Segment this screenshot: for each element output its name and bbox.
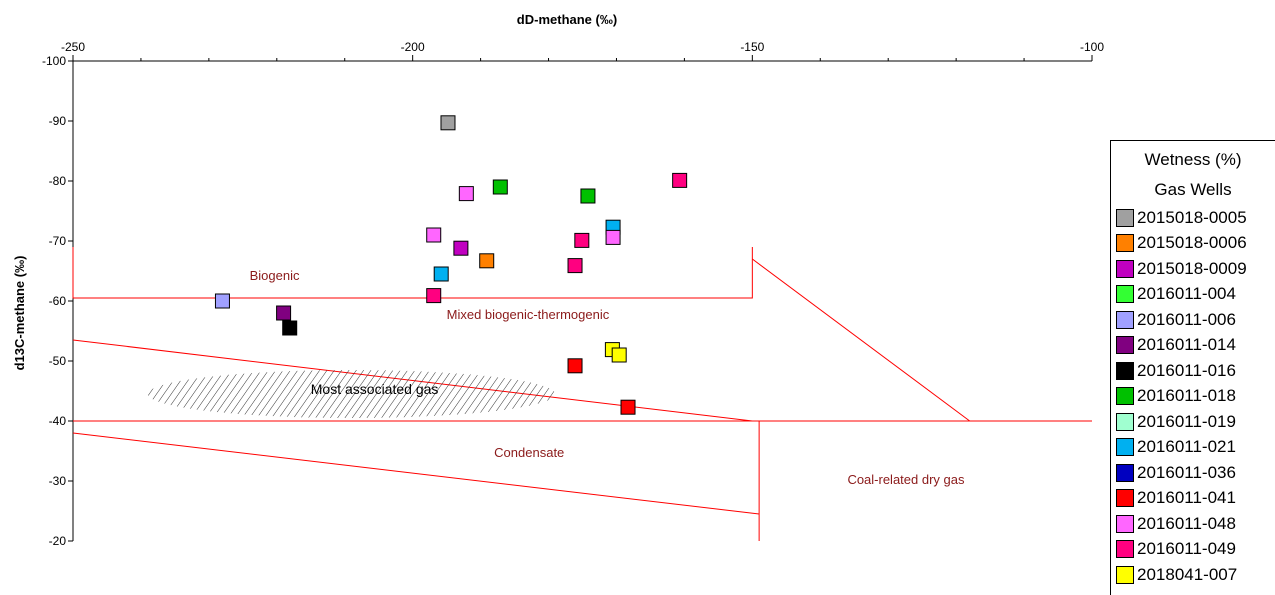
data-point [282,320,298,336]
legend-swatch [1116,361,1134,380]
region-labels: Biogenic Mixed biogenic-thermogenic Most a… [250,268,965,487]
legend-label: 2015018-0005 [1137,207,1247,227]
region-label: Biogenic [250,268,300,283]
data-point [611,347,627,363]
y-tick-label: -70 [49,234,67,248]
legend-swatch [1116,259,1134,278]
associated-gas-area [147,370,556,418]
legend-subtitle: Gas Wells [1154,180,1232,199]
data-point [567,258,583,274]
x-tick-label: -250 [61,40,85,54]
data-point [620,399,636,415]
data-point [567,358,583,374]
legend-item: 2016011-019 [1111,409,1275,435]
legend-label: 2016011-048 [1137,513,1236,533]
y-tick-label: -80 [49,174,67,188]
data-point [440,115,456,131]
legend-swatch [1116,565,1134,584]
axes: -250 -200 -150 -100 -100 -90 -80 -70 -60 -50 -40 -3… [42,40,1104,548]
legend-item: 2016011-048 [1111,511,1275,537]
data-point [458,186,474,202]
condensate-lower-line [72,432,760,515]
legend-title: Wetness (%) [1144,150,1242,169]
legend-label: 2015018-0006 [1137,233,1247,253]
y-axis-title: d13C-methane (‰) [12,256,27,371]
data-point [605,229,621,245]
y-tick-label: -90 [49,114,67,128]
legend-label: 2015018-0009 [1137,258,1247,278]
legend-label: 2016011-004 [1137,284,1236,304]
legend-item: 2016011-004 [1111,282,1275,308]
data-point [453,240,469,256]
legend-swatch [1116,514,1134,533]
legend-swatch [1116,412,1134,431]
data-point [492,179,508,195]
region-label: Most associated gas [311,381,439,397]
data-point [276,305,292,321]
legend-swatch [1116,234,1134,253]
legend: Wetness (%) Gas Wells 2015018-0005 201501… [1110,140,1275,595]
legend-item: 2018041-007 [1111,562,1275,588]
y-tick-label: -20 [49,534,67,548]
legend-item: 2015018-0009 [1111,256,1275,282]
y-tick-label: -40 [49,414,67,428]
data-point [672,172,688,188]
x-tick-label: -150 [740,40,764,54]
x-tick-label: -100 [1080,40,1104,54]
legend-swatch [1116,463,1134,482]
legend-items: 2015018-0005 2015018-0006 2015018-0009 2016… [1111,205,1275,588]
x-axis-title: dD-methane (‰) [517,12,617,27]
y-tick-label: -30 [49,474,67,488]
associated-gas-ellipse [147,370,556,418]
legend-label: 2016011-016 [1137,360,1236,380]
legend-label: 2016011-014 [1137,335,1236,355]
legend-swatch [1116,438,1134,457]
legend-swatch [1116,310,1134,329]
data-point [479,253,495,269]
legend-label: 2016011-036 [1137,462,1236,482]
legend-item: 2016011-041 [1111,486,1275,512]
biogenic-box [72,247,753,299]
legend-label: 2016011-049 [1137,539,1236,559]
legend-swatch [1116,540,1134,559]
region-boundaries [72,247,1092,541]
data-point [426,227,442,243]
region-label: Mixed biogenic-thermogenic [447,307,610,322]
legend-swatch [1116,336,1134,355]
legend-item: 2016011-018 [1111,384,1275,410]
legend-label: 2018041-007 [1137,564,1238,584]
legend-item: 2016011-021 [1111,435,1275,461]
y-tick-label: -100 [42,54,66,68]
data-point [574,232,590,248]
legend-swatch [1116,208,1134,227]
legend-item: 2015018-0005 [1111,205,1275,231]
data-points [214,115,688,415]
legend-label: 2016011-019 [1137,411,1236,431]
data-point [580,188,596,204]
legend-label: 2016011-021 [1137,437,1236,457]
legend-item: 2016011-016 [1111,358,1275,384]
legend-label: 2016011-041 [1137,488,1236,508]
legend-item: 2016011-006 [1111,307,1275,333]
y-tick-label: -60 [49,294,67,308]
y-tick-label: -50 [49,354,67,368]
legend-swatch [1116,489,1134,508]
x-tick-label: -200 [401,40,425,54]
data-point [426,288,442,304]
legend-label: 2016011-006 [1137,309,1236,329]
data-point [433,266,449,282]
data-point [214,293,230,309]
legend-swatch [1116,387,1134,406]
legend-swatch [1116,285,1134,304]
coal-diagonal-line [752,258,971,422]
legend-item: 2015018-0006 [1111,231,1275,257]
region-label: Condensate [494,445,564,460]
legend-item: 2016011-036 [1111,460,1275,486]
legend-item: 2016011-049 [1111,537,1275,563]
legend-label: 2016011-018 [1137,386,1236,406]
legend-item: 2016011-014 [1111,333,1275,359]
region-label: Coal-related dry gas [847,472,965,487]
